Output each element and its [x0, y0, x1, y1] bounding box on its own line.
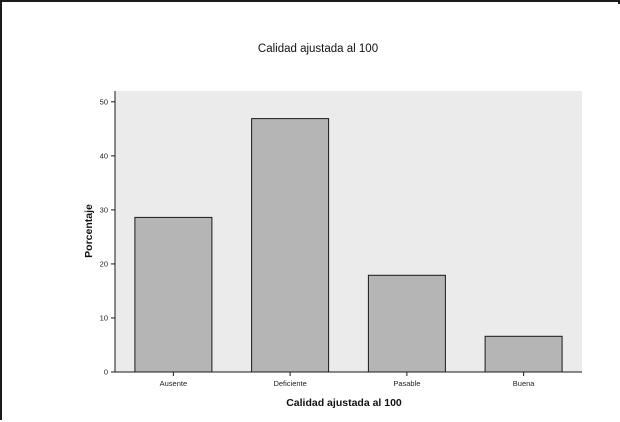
axes-group: Ausente Deficiente Pasable Buena 0 10 20 30 40 50	[100, 91, 582, 388]
x-axis-label: Calidad ajustada al 100	[286, 397, 402, 409]
bar-buena	[484, 335, 563, 373]
chart-title: Calidad ajustada al 100	[258, 43, 378, 55]
x-tick-label: Buena	[513, 379, 536, 388]
x-tick-label: Ausente	[160, 379, 188, 388]
bar-ausente	[134, 216, 213, 373]
y-tick-label: 30	[100, 205, 108, 214]
y-tick-label: 0	[104, 368, 108, 377]
y-axis-label: Porcentaje	[83, 204, 95, 258]
y-tick-label: 40	[100, 151, 108, 160]
y-tick-label: 10	[100, 313, 108, 322]
y-tick-label: 50	[100, 97, 108, 106]
bar-deficiente	[251, 118, 330, 373]
x-tick-label: Pasable	[393, 379, 420, 388]
bars-group	[134, 118, 563, 373]
y-tick-label: 20	[100, 259, 108, 268]
x-tick-label: Deficiente	[273, 379, 306, 388]
bar-pasable	[367, 274, 446, 373]
